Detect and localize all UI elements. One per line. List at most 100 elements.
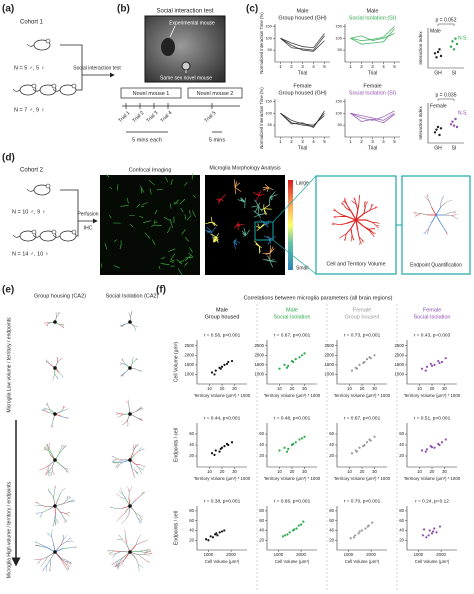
x-tick-label: 20	[360, 469, 365, 474]
microglia-render	[210, 233, 217, 238]
y-axis-label: Endpoints / cell	[173, 428, 179, 462]
y-tick-label: 60	[259, 518, 264, 523]
point	[220, 365, 224, 368]
microglia-render	[263, 208, 268, 215]
morphology-trace	[48, 466, 53, 472]
morphology-trace	[121, 359, 124, 362]
endpoint-trace	[435, 214, 441, 223]
column-title: Social Isolation (CA2)	[106, 293, 159, 299]
morphology-trace	[60, 511, 64, 518]
morphology-trace	[117, 557, 124, 562]
p-value: p = 0.052	[436, 17, 457, 23]
morphology-trace	[120, 512, 126, 517]
morphology-trace	[56, 314, 59, 318]
morphology-trace	[43, 408, 47, 410]
point	[230, 359, 234, 363]
colorbar-label: Large	[296, 180, 309, 186]
mouse-ear	[45, 183, 51, 189]
morphology-trace	[65, 470, 67, 473]
point	[209, 535, 212, 538]
y-tick-label: 40	[189, 528, 194, 533]
box	[187, 87, 243, 99]
cohort-label: Cohort 2	[20, 168, 44, 174]
dot	[449, 45, 453, 48]
microglia-render	[258, 202, 261, 206]
morphology-trace	[132, 472, 135, 476]
x-tick-label: 4	[382, 64, 385, 69]
p-value: p = 0.035	[436, 92, 457, 98]
morphology-image	[205, 175, 285, 275]
morphology-trace	[138, 550, 145, 552]
point	[435, 531, 438, 534]
x-tick-label: 30	[232, 386, 237, 391]
morphology-trace	[132, 448, 135, 454]
morphology-trace	[125, 514, 130, 520]
morphology-trace	[53, 519, 55, 524]
morphology-trace	[60, 446, 63, 450]
morphology-trace	[129, 488, 132, 493]
endpoint-trace	[440, 222, 445, 229]
morphology-trace	[53, 373, 56, 378]
morphology-trace	[61, 375, 64, 378]
axis	[427, 103, 464, 144]
y-tick-label: 80	[259, 508, 264, 513]
bracket	[437, 23, 455, 26]
morphology-trace	[62, 488, 66, 491]
microglia-stain	[169, 203, 172, 209]
microglia-stain	[109, 186, 113, 189]
morphology-trace	[65, 535, 68, 538]
morphology-trace	[47, 405, 51, 410]
dot	[452, 124, 456, 127]
morphology-trace	[47, 464, 50, 470]
microglia-stain	[170, 179, 173, 185]
point	[292, 442, 295, 445]
morphology-trace	[68, 538, 72, 540]
x-tick-label: 2	[290, 64, 293, 69]
x-tick-label: 2000	[436, 552, 446, 557]
axis	[336, 423, 387, 468]
cell-render	[355, 219, 365, 227]
y-tick-label: 80	[399, 508, 404, 513]
x-axis-label: Territory Volume (μm³) * 1000	[264, 393, 321, 398]
endpoint-trace	[451, 214, 455, 216]
cell-render	[339, 222, 347, 226]
morphology-trace	[115, 464, 118, 466]
cell-render	[352, 237, 355, 240]
morphology-trace	[117, 464, 120, 467]
morphology-trace	[54, 485, 56, 489]
image-title: Microglia Morphology Analysis	[209, 165, 281, 171]
microglia-render	[263, 208, 272, 210]
microglia-stain	[184, 236, 190, 242]
morphology-trace	[62, 500, 67, 505]
morphology-trace	[140, 471, 143, 474]
colorbar	[288, 180, 293, 270]
soma	[128, 458, 132, 462]
morphology-trace	[54, 373, 57, 377]
x-tick-label: 10	[207, 469, 212, 474]
morphology-trace	[119, 559, 125, 564]
microglia-render	[258, 205, 263, 213]
cell-render	[331, 222, 336, 225]
point	[433, 527, 436, 530]
morphology-trace	[141, 491, 144, 494]
panel-label: (d)	[2, 153, 15, 164]
morphology-trace	[129, 314, 131, 318]
stat-label: r = 0.70, p<0.001	[344, 498, 381, 504]
morphology-trace	[45, 403, 49, 406]
morphology-trace	[141, 447, 144, 450]
cell-render	[346, 215, 357, 221]
y-tick-label: 20	[329, 453, 334, 458]
microglia-render	[269, 191, 276, 198]
morphology-trace	[54, 488, 56, 493]
morphology-trace	[38, 545, 42, 547]
cell-render	[357, 229, 360, 237]
cell-render	[361, 239, 364, 242]
point	[214, 449, 217, 452]
cell-render	[344, 201, 348, 206]
morphology-trace	[115, 412, 119, 414]
microglia-render	[269, 197, 271, 202]
morphology-trace	[38, 558, 42, 563]
dot	[435, 56, 438, 59]
y-tick-label: 150	[265, 23, 272, 28]
x-tick-label: 10	[277, 469, 282, 474]
